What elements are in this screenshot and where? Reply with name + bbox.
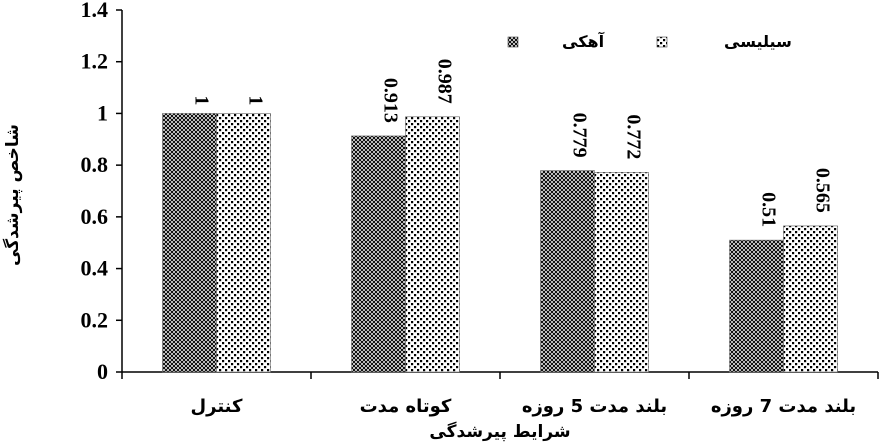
bar-data-label: 0.779	[569, 113, 591, 158]
x-category-label: بلند مدت 7 روزه	[711, 396, 856, 417]
y-tick-label: 0.8	[81, 152, 109, 177]
x-category-label: کوتاه مدت	[360, 396, 452, 417]
bar-limestone	[351, 135, 406, 373]
y-tick-label: 0.6	[81, 204, 109, 229]
bar-siliceous	[783, 225, 838, 373]
bar-data-label: 0.772	[623, 114, 645, 159]
bar-data-label: 0.51	[758, 192, 780, 227]
bar-siliceous	[405, 116, 460, 373]
legend-entry-siliceous: سیلیسی	[656, 32, 792, 51]
y-tick-label: 0.2	[81, 307, 109, 332]
y-tick-label: 0	[97, 359, 108, 384]
legend-entry-limestone: آهکی	[507, 31, 605, 51]
bar-limestone	[729, 239, 784, 373]
legend-swatch-limestone	[507, 36, 519, 48]
y-axis-title: شاخص پیرشدگی	[2, 124, 23, 266]
bar-data-label: 0.987	[434, 59, 456, 104]
bar-siliceous	[594, 172, 649, 373]
bar-data-label: 0.565	[812, 168, 834, 213]
legend-label-siliceous: سیلیسی	[724, 32, 792, 51]
y-tick-label: 0.4	[81, 256, 109, 281]
y-tick-label: 1.4	[81, 0, 109, 22]
y-tick-label: 1	[97, 100, 108, 125]
x-axis-title: شرایط پیرشدگی	[429, 421, 570, 442]
x-category-label: کنترل	[191, 396, 244, 417]
legend-label-limestone: آهکی	[562, 31, 605, 51]
y-tick-label: 1.2	[81, 49, 109, 74]
legend-swatch-siliceous	[656, 36, 668, 48]
legend: آهکی سیلیسی	[507, 31, 792, 51]
bar-data-label: 1	[191, 95, 213, 105]
x-category-label: بلند مدت 5 روزه	[522, 396, 667, 417]
bar-limestone	[162, 113, 217, 373]
bar-data-label: 1	[245, 95, 267, 105]
bar-siliceous	[216, 113, 271, 373]
bar-limestone	[540, 170, 595, 373]
bar-data-label: 0.913	[380, 78, 402, 123]
